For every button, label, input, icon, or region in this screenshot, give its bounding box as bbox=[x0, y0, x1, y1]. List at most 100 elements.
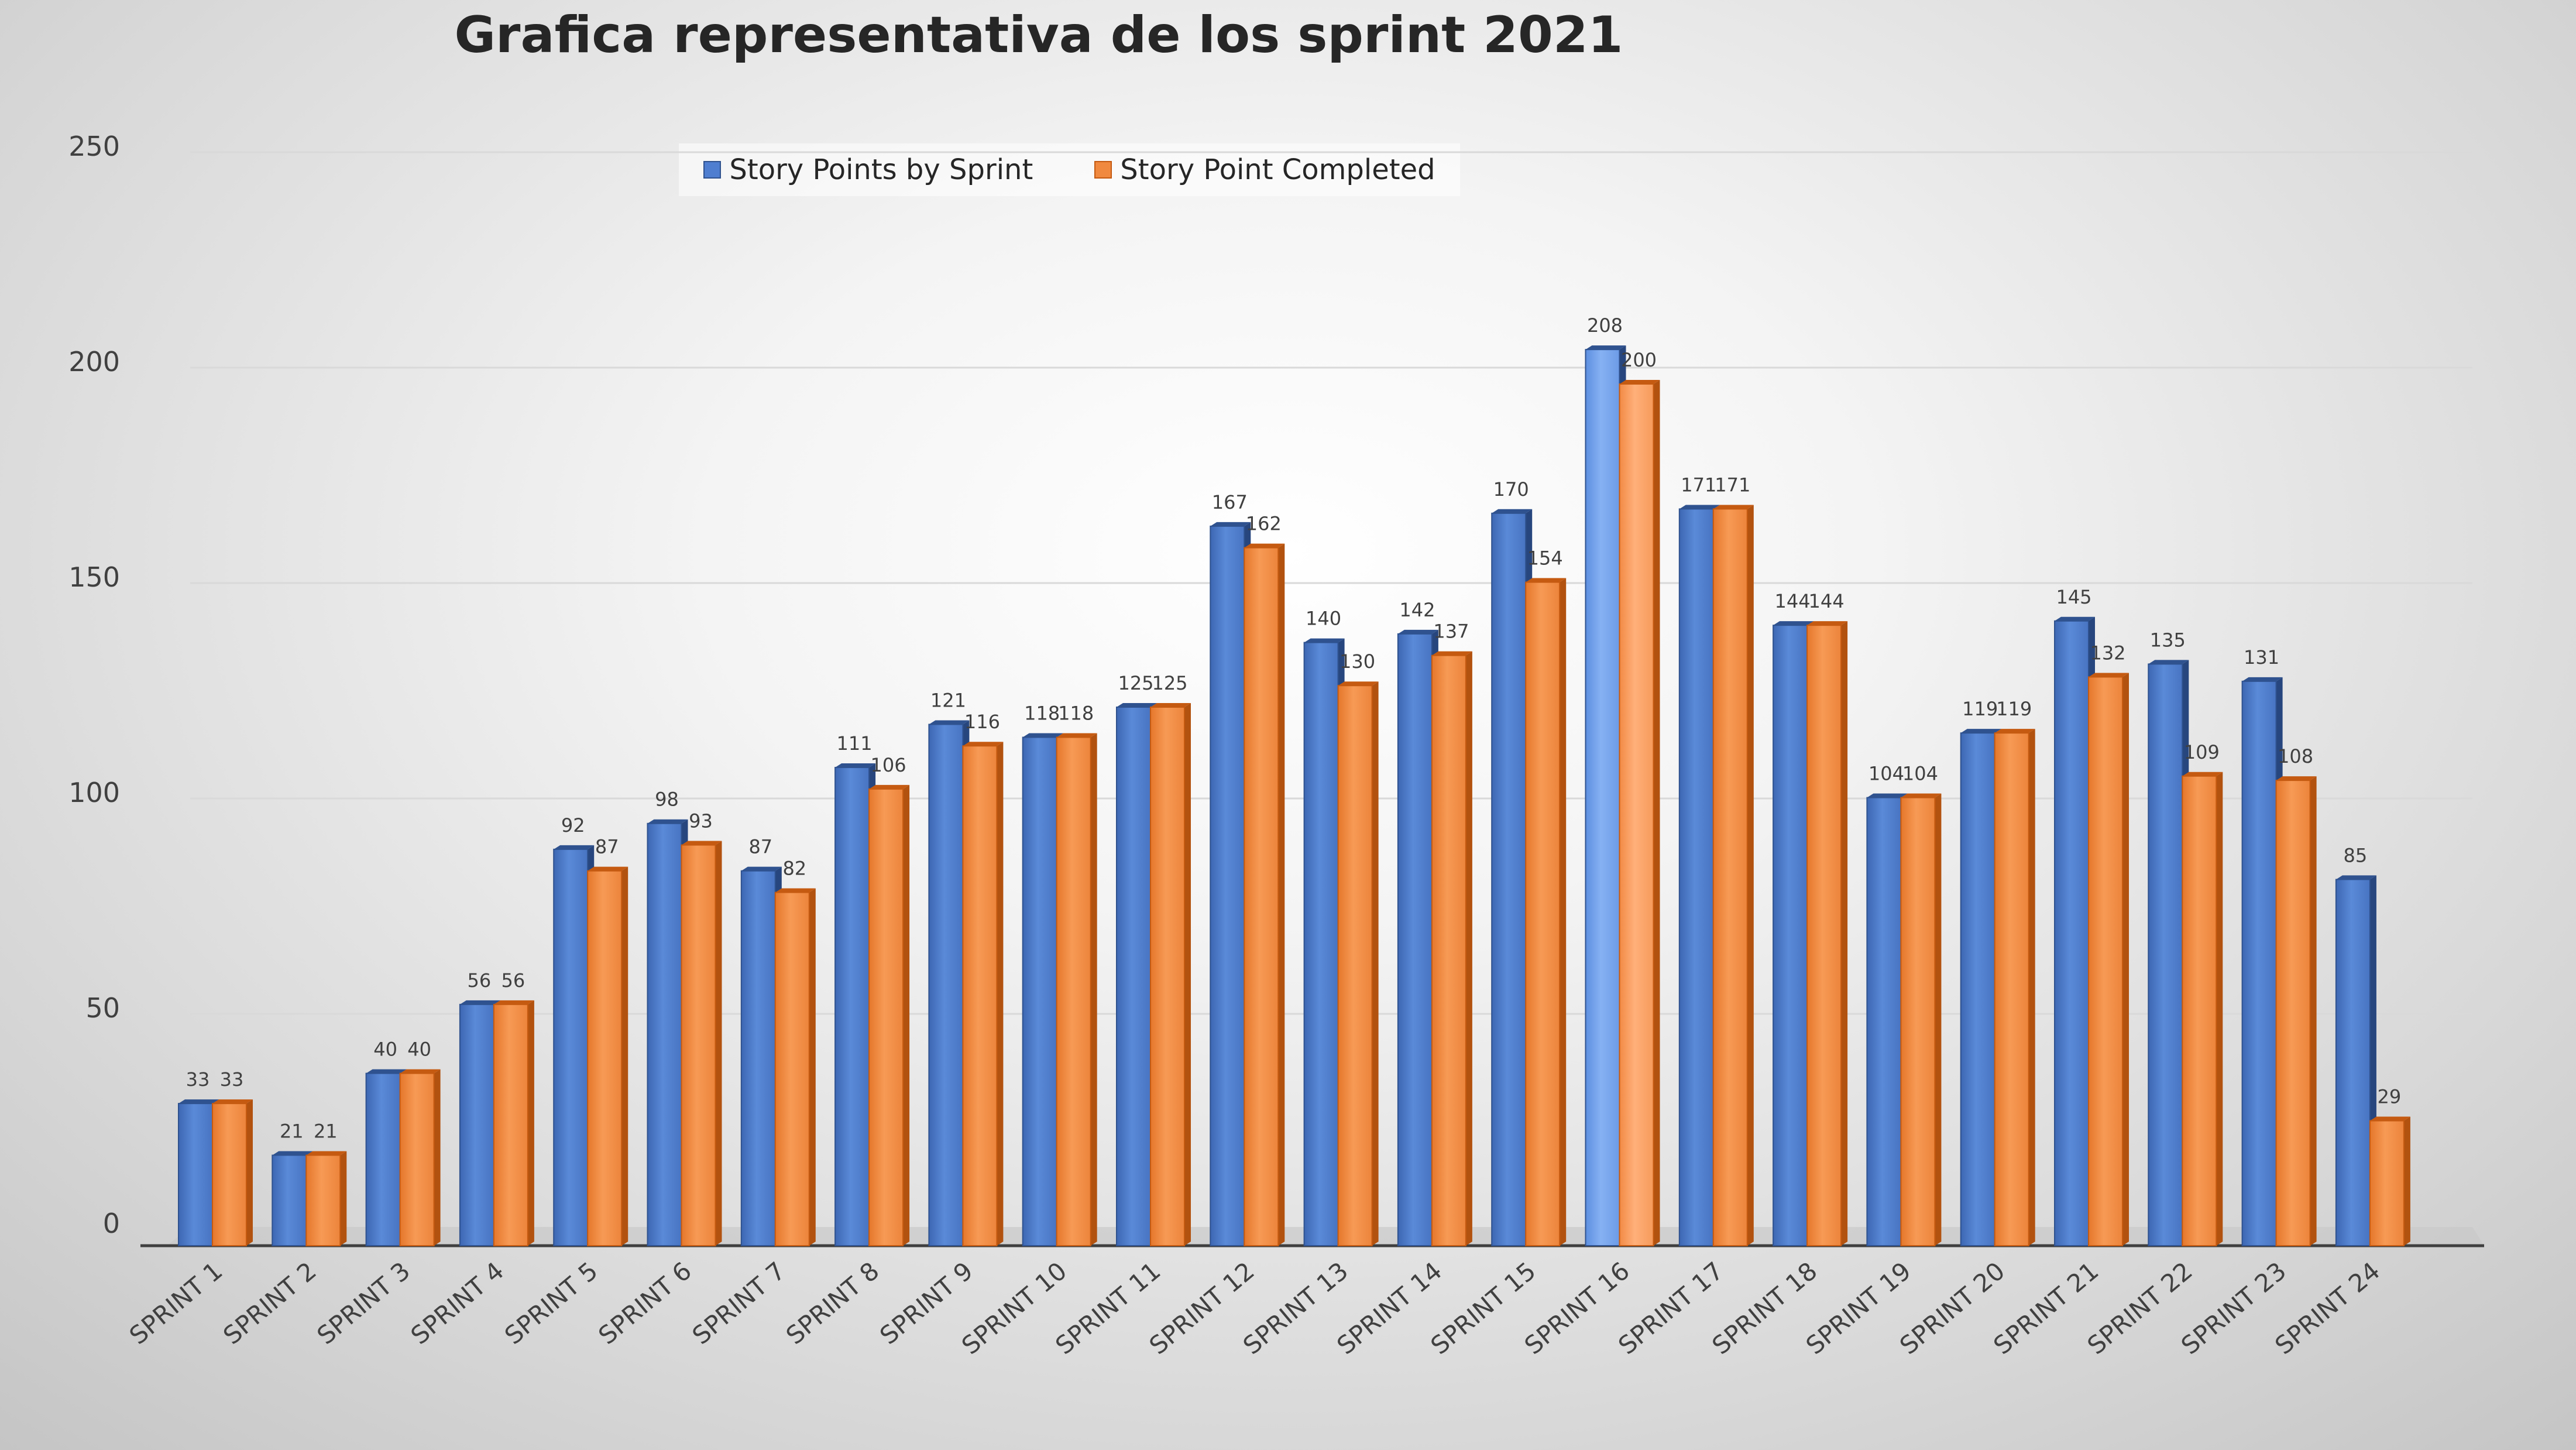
bar-completed-side bbox=[340, 1151, 347, 1246]
bar-completed-side bbox=[2403, 1116, 2410, 1246]
bar-story-points bbox=[1773, 625, 1808, 1246]
x-tick-label: SPRINT 7 bbox=[687, 1256, 791, 1350]
bar-story-points bbox=[1116, 707, 1151, 1246]
bar-completed-top bbox=[1994, 729, 2035, 733]
legend-item-story-points: Story Points by Sprint bbox=[703, 153, 1033, 186]
bar-completed bbox=[1994, 732, 2029, 1247]
bar-story-points bbox=[1303, 642, 1339, 1246]
bar-completed bbox=[1712, 508, 1748, 1247]
data-label-story-points: 125 bbox=[1118, 672, 1153, 694]
x-tick-label: SPRINT 1 bbox=[124, 1256, 228, 1350]
bar-story-points bbox=[365, 1072, 401, 1246]
data-label-completed: 119 bbox=[1996, 698, 2032, 720]
bar-story-points-top bbox=[929, 720, 970, 725]
bar-story-points-top bbox=[647, 819, 688, 824]
bar-story-points bbox=[1491, 512, 1527, 1246]
bar-story-points-top bbox=[1492, 509, 1533, 513]
bar-story-points bbox=[2241, 680, 2277, 1246]
bar-completed-top bbox=[2276, 776, 2317, 781]
bar-completed-top bbox=[1901, 793, 1942, 798]
x-tick-label: SPRINT 2 bbox=[218, 1256, 322, 1350]
bar-completed-side bbox=[1747, 505, 1754, 1246]
data-label-story-points: 40 bbox=[373, 1038, 397, 1061]
data-label-completed: 109 bbox=[2184, 741, 2220, 763]
data-label-completed: 87 bbox=[595, 836, 619, 858]
bar-story-points-top bbox=[1679, 505, 1720, 509]
bar-story-points-top bbox=[1397, 629, 1438, 634]
bar-completed bbox=[1619, 383, 1654, 1246]
data-label-story-points: 118 bbox=[1024, 702, 1060, 725]
bar-story-points-top bbox=[1585, 345, 1626, 350]
bar-story-points bbox=[178, 1103, 213, 1246]
bar-completed-side bbox=[2028, 729, 2035, 1246]
bar-story-points-top bbox=[554, 845, 595, 849]
bar-story-points-top bbox=[178, 1099, 219, 1104]
bar-story-points bbox=[2054, 620, 2089, 1246]
legend-label-completed: Story Point Completed bbox=[1120, 153, 1435, 186]
bar-story-points bbox=[1678, 508, 1714, 1247]
data-label-completed: 162 bbox=[1246, 513, 1282, 535]
bar-story-points bbox=[1866, 797, 1902, 1247]
y-tick-label: 250 bbox=[68, 131, 120, 162]
bar-story-points bbox=[1960, 732, 1995, 1247]
data-label-completed: 125 bbox=[1152, 672, 1187, 694]
bar-completed bbox=[1150, 707, 1185, 1246]
x-tick-label: SPRINT 4 bbox=[406, 1256, 510, 1350]
y-tick-label: 0 bbox=[103, 1208, 120, 1239]
bar-completed bbox=[2182, 775, 2217, 1246]
bar-completed-side bbox=[1184, 703, 1191, 1246]
bar-completed-top bbox=[306, 1151, 347, 1156]
bar-completed-top bbox=[775, 888, 816, 893]
bar-story-points-top bbox=[1117, 703, 1157, 707]
bar-completed-top bbox=[212, 1099, 253, 1104]
bar-story-points-top bbox=[272, 1151, 313, 1156]
data-label-story-points: 167 bbox=[1212, 491, 1248, 513]
y-tick-label: 100 bbox=[68, 777, 120, 808]
data-label-completed: 21 bbox=[314, 1120, 338, 1142]
bar-story-points bbox=[834, 767, 870, 1247]
bar-completed bbox=[305, 1154, 341, 1246]
bar-completed-top bbox=[1526, 578, 1567, 582]
bar-story-points bbox=[553, 848, 589, 1246]
bar-completed-side bbox=[1841, 621, 1848, 1246]
legend-label-story-points: Story Points by Sprint bbox=[729, 153, 1033, 186]
data-label-story-points: 33 bbox=[186, 1068, 210, 1091]
data-label-story-points: 121 bbox=[930, 689, 966, 711]
bar-story-points-top bbox=[1960, 729, 2001, 733]
bar-completed bbox=[212, 1103, 247, 1246]
data-label-story-points: 119 bbox=[1962, 698, 1998, 720]
bar-completed-side bbox=[1935, 793, 1942, 1246]
bar-completed-side bbox=[1653, 380, 1660, 1246]
bar-completed-top bbox=[869, 784, 910, 789]
data-label-story-points: 145 bbox=[2056, 586, 2091, 608]
bar-completed bbox=[1806, 625, 1842, 1246]
data-label-completed: 130 bbox=[1339, 650, 1375, 673]
bar-completed bbox=[2275, 780, 2311, 1246]
bar-story-points bbox=[647, 822, 682, 1246]
bar-completed bbox=[1525, 581, 1561, 1246]
bar-completed-top bbox=[1056, 733, 1097, 738]
data-label-completed: 82 bbox=[782, 857, 806, 879]
bar-completed-top bbox=[588, 866, 628, 871]
bar-completed-side bbox=[1372, 681, 1379, 1246]
bar-completed bbox=[399, 1072, 435, 1246]
bar-completed-side bbox=[246, 1099, 253, 1246]
bar-completed-side bbox=[809, 888, 816, 1246]
bar-story-points-top bbox=[2335, 875, 2376, 880]
bar-completed bbox=[962, 745, 998, 1246]
data-label-story-points: 142 bbox=[1399, 599, 1435, 621]
bar-story-points bbox=[740, 870, 776, 1247]
x-tick-label: SPRINT 5 bbox=[499, 1256, 603, 1350]
data-label-completed: 144 bbox=[1809, 590, 1845, 612]
data-label-story-points: 92 bbox=[561, 814, 585, 837]
bar-completed bbox=[587, 870, 623, 1247]
data-label-story-points: 111 bbox=[837, 732, 873, 755]
data-label-completed: 154 bbox=[1527, 547, 1563, 570]
bar-completed bbox=[1056, 736, 1091, 1246]
data-label-story-points: 170 bbox=[1493, 478, 1529, 501]
data-label-completed: 93 bbox=[689, 810, 713, 832]
bar-completed-side bbox=[1278, 543, 1285, 1246]
data-label-completed: 56 bbox=[502, 969, 525, 992]
bar-completed-top bbox=[2089, 673, 2129, 677]
bar-completed-top bbox=[1807, 621, 1848, 626]
